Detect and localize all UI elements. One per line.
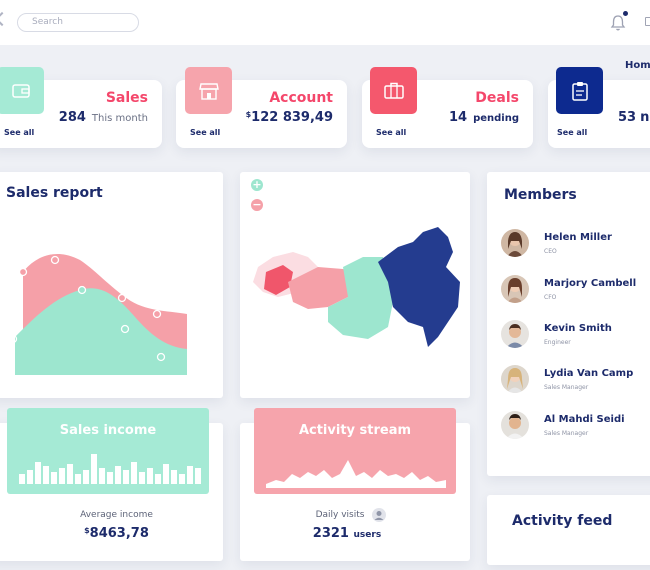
activity-feed-card: Activity feed (487, 495, 650, 565)
stat-value: 284 This month (59, 110, 148, 125)
visits-unit: users (353, 530, 382, 540)
member-name: Helen Miller (544, 232, 612, 243)
member-item[interactable]: Kevin Smith Engineer (501, 320, 641, 354)
member-name: Lydia Van Camp (544, 368, 634, 379)
avatar (501, 275, 529, 303)
activity-feed-title: Activity feed (512, 513, 613, 529)
zoom-in-button[interactable]: + (251, 178, 263, 191)
map-region-west-red (264, 265, 293, 295)
member-item[interactable]: Lydia Van Camp Sales Manager (501, 365, 641, 399)
stat-value: 14 pending (449, 110, 519, 125)
stat-card-account: Account $122 839,49 See all (176, 67, 347, 148)
activity-stream-banner: Activity stream (254, 408, 456, 494)
chart-point (117, 293, 127, 303)
stat-card-deals: Deals 14 pending See all (362, 67, 533, 148)
activity-sparkline (266, 460, 446, 488)
zoom-out-button[interactable]: − (251, 198, 263, 211)
see-all-link[interactable]: See all (557, 128, 588, 137)
member-role: Engineer (544, 339, 571, 346)
chart-point (18, 267, 28, 277)
currency-symbol: $ (84, 526, 90, 535)
map-card: + − (240, 172, 470, 398)
member-item[interactable]: Al Mahdi Seidi Sales Manager (501, 411, 641, 445)
mail-icon[interactable] (645, 17, 650, 26)
member-role: Sales Manager (544, 430, 589, 437)
avatar (501, 411, 529, 439)
stat-number: 284 (58, 110, 86, 125)
see-all-link[interactable]: See all (376, 128, 407, 137)
member-item[interactable]: Marjory Cambell CFO (501, 275, 641, 309)
user-icon (372, 508, 386, 522)
chart-point (152, 309, 162, 319)
stat-sub: This month (91, 113, 148, 124)
map-region-central-pink (288, 267, 358, 309)
clipboard-icon (556, 67, 603, 114)
see-all-link[interactable]: See all (190, 128, 221, 137)
sales-report-card: Sales report (0, 172, 223, 398)
stat-value: $122 839,49 (246, 110, 333, 125)
members-title: Members (504, 187, 577, 203)
member-name: Marjory Cambell (544, 278, 637, 289)
avatar (501, 320, 529, 348)
briefcase-icon (370, 67, 417, 114)
search-input[interactable]: Search (17, 13, 139, 32)
stat-title: Sales (105, 90, 148, 106)
stat-sub: ne (640, 110, 650, 125)
avatar (501, 229, 529, 257)
activity-stream-title: Activity stream (298, 423, 412, 438)
member-role: CFO (544, 294, 557, 301)
income-number: 8463,78 (89, 526, 149, 541)
member-name: Al Mahdi Seidi (544, 414, 625, 425)
member-item[interactable]: Helen Miller CEO (501, 229, 641, 263)
map-region-east-navy (378, 227, 460, 347)
average-income-value: $8463,78 (0, 526, 233, 541)
chart-point (15, 335, 18, 343)
sales-income-title: Sales income (59, 423, 157, 438)
members-card: Members Helen Miller CEO Marjory Cambell… (487, 172, 650, 476)
member-role: Sales Manager (544, 384, 589, 391)
series-mint-area (15, 288, 187, 375)
store-icon (185, 67, 232, 114)
average-income-label: Average income (80, 510, 153, 520)
wallet-icon (0, 67, 44, 114)
chevron-left-icon[interactable] (0, 11, 10, 27)
stat-number: 122 839,49 (251, 110, 333, 125)
chart-point (156, 352, 166, 362)
visits-number: 2321 (312, 526, 349, 541)
chart-point (50, 255, 60, 265)
currency-symbol: $ (245, 110, 252, 119)
daily-visits-value: 2321 users (232, 526, 462, 541)
avatar (501, 365, 529, 393)
area-chart (15, 253, 187, 375)
chart-point (77, 285, 87, 295)
see-all-link[interactable]: See all (4, 128, 35, 137)
sales-report-title: Sales report (6, 185, 103, 201)
income-bar-chart (19, 454, 201, 484)
sales-income-card: Sales income Average income $8463,78 (0, 408, 223, 561)
bell-icon[interactable] (610, 14, 626, 32)
stat-number: 14 (448, 110, 468, 125)
stat-sub: pending (473, 113, 519, 124)
chart-point (120, 324, 130, 334)
member-name: Kevin Smith (544, 323, 612, 334)
sales-income-banner: Sales income (7, 408, 209, 494)
notification-dot (623, 11, 628, 16)
top-bar: Search (0, 0, 650, 45)
member-role: CEO (544, 248, 557, 255)
stat-title: Account (269, 90, 333, 106)
activity-stream-card: Activity stream Daily visits 2321 users (240, 408, 470, 561)
stat-card-sales: Sales 284 This month See all (0, 67, 162, 148)
stat-card-new: 53ne See all (548, 67, 650, 148)
stat-title: Deals (475, 90, 519, 106)
stat-number: 53 (618, 110, 637, 125)
map-region-mint (328, 257, 393, 339)
region-map (253, 227, 460, 347)
stat-value: 53ne (618, 110, 650, 125)
breadcrumb-home[interactable]: Home (625, 60, 650, 71)
daily-visits-label: Daily visits (315, 510, 365, 520)
